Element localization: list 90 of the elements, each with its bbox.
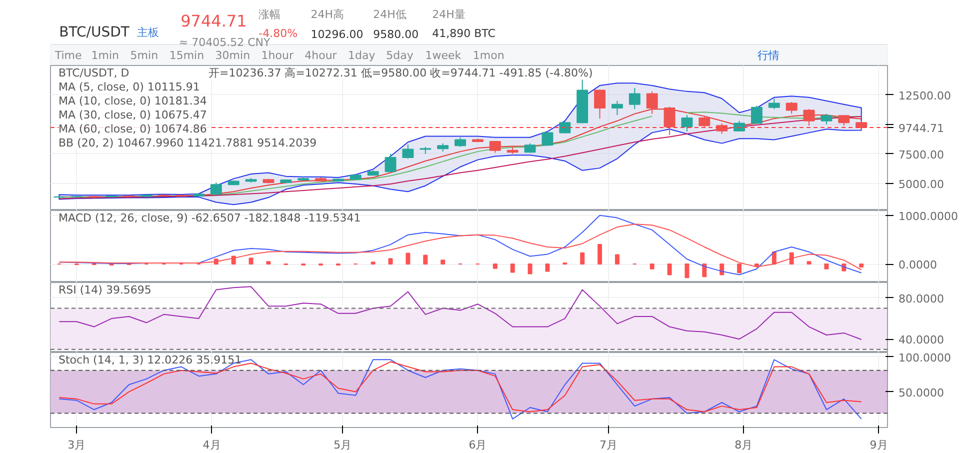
- bar: [492, 264, 498, 269]
- annotation: 开=10236.37 高=10272.31 低=9580.00 收=9744.71 -491.85 (-4.80%): [208, 66, 593, 80]
- text: 9744.71: [180, 12, 247, 30]
- text: 24H高: [310, 8, 344, 21]
- text: 涨幅: [258, 8, 281, 21]
- y-tick-label: 40.0000: [898, 334, 944, 347]
- candlestick: [768, 98, 780, 110]
- bar: [614, 254, 620, 265]
- candlestick: [681, 114, 693, 132]
- bar: [806, 261, 812, 265]
- y-tick-label: 12500.00: [898, 89, 951, 102]
- bar: [667, 264, 672, 276]
- text: 5day: [386, 49, 414, 62]
- annotation: BB (20, 2) 10467.9960 11421.7881 9514.2039: [58, 136, 317, 150]
- candlestick: [628, 87, 640, 110]
- y-tick-label: 80.0000: [898, 292, 944, 306]
- bar: [510, 264, 515, 273]
- bar: [580, 252, 585, 265]
- x-tick-label: 7月: [600, 438, 618, 452]
- y-tick-label: 50.0000: [898, 386, 944, 400]
- annotation: Stoch (14, 1, 3) 12.0226 35.9151: [58, 354, 242, 366]
- bar: [406, 252, 410, 265]
- y-tick-label: 5000.00: [898, 178, 944, 191]
- x-tick-label: 3月: [68, 438, 86, 452]
- x-tick-label: 4月: [202, 438, 221, 452]
- bar: [789, 252, 794, 265]
- annotation: MA (30, close, 0) 10675.47: [58, 108, 207, 122]
- text: 24H量: [432, 8, 466, 21]
- annotation: BTC/USDT, D: [58, 66, 130, 80]
- bar: [423, 254, 428, 265]
- candlestick: [786, 102, 798, 114]
- candlestick: [611, 100, 623, 116]
- text: 41,890 BTC: [432, 27, 496, 40]
- y-tick-label: 1000.0000: [898, 210, 958, 223]
- x-tick-label: 8月: [734, 438, 753, 452]
- candlestick: [803, 108, 815, 126]
- bar: [266, 261, 271, 265]
- candlestick: [384, 153, 396, 172]
- text: 15min: [169, 49, 204, 62]
- text: 1day: [348, 49, 376, 62]
- annotation: MA (10, close, 0) 10181.34: [58, 94, 207, 108]
- candlestick: [210, 182, 222, 195]
- text: 1min: [91, 49, 120, 62]
- x-tick-label: 6月: [468, 438, 487, 452]
- text: 主板: [137, 26, 160, 39]
- text: 10296.00: [310, 28, 364, 41]
- candlestick: [594, 89, 606, 120]
- bar: [702, 264, 707, 278]
- bar: [824, 264, 829, 270]
- annotation: MACD (12, 26, close, 9) -62.6507 -182.1848 -119.5341: [58, 212, 361, 224]
- annotation: MA (5, close, 0) 10115.91: [58, 80, 200, 94]
- bar: [650, 264, 654, 270]
- x-tick-label: 5月: [334, 438, 352, 452]
- annotation: RSI (14) 39.5695: [58, 284, 152, 296]
- text: 4hour: [304, 49, 338, 62]
- y-tick-label: 7500.00: [898, 148, 944, 162]
- candlestick: [820, 113, 832, 125]
- candlestick: [454, 136, 466, 148]
- y-tick-label: 100.0000: [898, 352, 951, 364]
- bar: [598, 244, 602, 265]
- candlestick: [646, 90, 658, 114]
- text: 30min: [215, 49, 250, 62]
- text: ≈ 70405.52 CNY: [178, 36, 270, 49]
- bar: [231, 256, 236, 265]
- candlestick: [402, 144, 414, 160]
- bar: [545, 264, 550, 272]
- bar: [528, 264, 532, 274]
- bar: [720, 264, 724, 276]
- candlestick: [750, 105, 762, 124]
- text: 1hour: [261, 49, 294, 62]
- text: 1mon: [472, 49, 504, 62]
- bar: [388, 258, 393, 265]
- text: 1week: [425, 49, 462, 62]
- ref-line-label: 9744.71: [898, 122, 944, 135]
- candlestick: [542, 131, 554, 146]
- text: BTC/USDT: [59, 24, 130, 40]
- candlestick: [664, 106, 676, 136]
- y-tick-label: 0.0000: [898, 258, 937, 272]
- bar: [248, 258, 254, 265]
- bar: [440, 260, 446, 265]
- x-tick-label: 9月: [870, 438, 888, 452]
- text: Time: [54, 49, 82, 62]
- candlestick: [698, 116, 710, 128]
- text: 5min: [130, 49, 158, 62]
- text: 9580.00: [373, 28, 419, 41]
- text: 行情: [757, 49, 780, 62]
- annotation: MA (60, close, 0) 10674.86: [58, 122, 207, 136]
- bar: [684, 264, 690, 278]
- candlestick: [838, 114, 850, 126]
- text: 24H低: [373, 8, 406, 21]
